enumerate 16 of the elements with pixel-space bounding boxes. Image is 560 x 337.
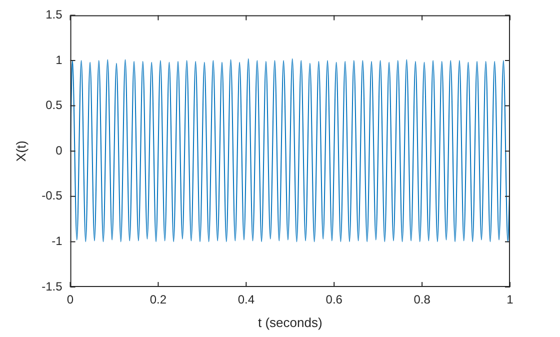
y-tick-label: -1.5: [42, 279, 63, 294]
x-tick-label: 0: [66, 292, 74, 307]
x-tick-label: 0.6: [326, 292, 343, 307]
y-axis-title: X(t): [13, 140, 28, 162]
x-tick-label: 0.2: [150, 292, 167, 307]
y-tick-label: 1.5: [46, 8, 63, 22]
y-tick-label: 1: [56, 52, 63, 67]
y-tick-label: -1: [52, 234, 63, 248]
x-tick-label: 0.8: [414, 292, 431, 307]
x-tick-label: 1: [506, 292, 514, 307]
line-series: [70, 58, 510, 242]
y-tick-label: -0.5: [42, 188, 63, 203]
x-axis-title: t (seconds): [258, 314, 322, 330]
y-tick-label: 0.5: [46, 98, 63, 112]
y-tick-label: 0: [56, 143, 63, 158]
x-tick-label: 0.4: [238, 292, 255, 307]
